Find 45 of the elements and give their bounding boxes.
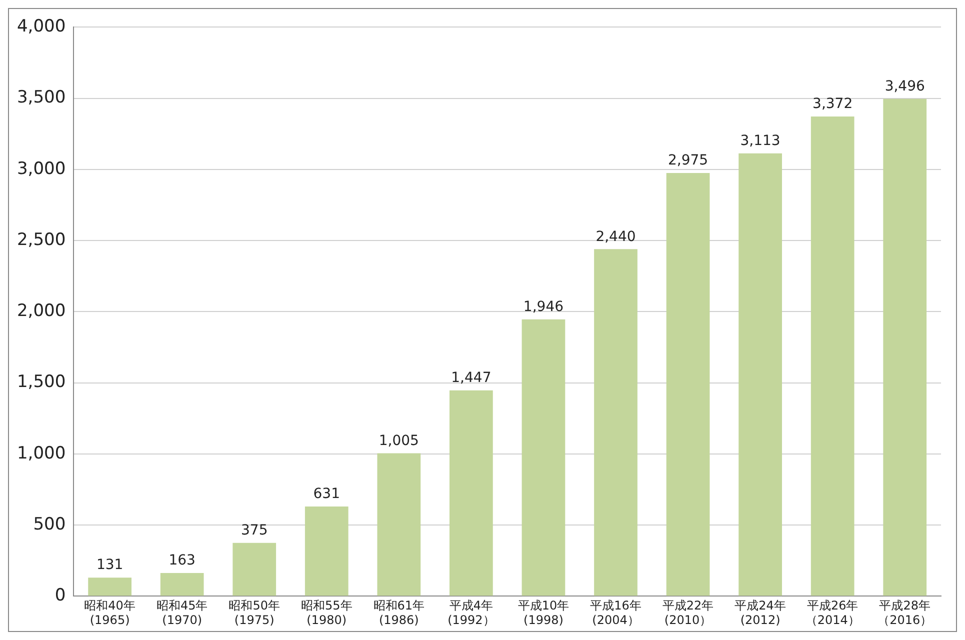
y-tick-label: 2,000 <box>16 301 66 322</box>
y-tick-label: 1,500 <box>16 372 66 392</box>
x-tick-label: 昭和45年(1970) <box>156 598 208 627</box>
y-tick-label: 3,500 <box>16 88 66 108</box>
x-tick-label: 昭和50年(1975) <box>228 598 280 627</box>
bar <box>522 319 566 596</box>
data-label: 2,440 <box>596 228 636 245</box>
y-tick-label: 4,000 <box>16 16 66 37</box>
x-tick-label: 平成22年(2010） <box>662 598 714 627</box>
data-label: 1,946 <box>523 299 564 316</box>
bar <box>160 573 204 596</box>
bar <box>232 542 276 596</box>
bar <box>377 453 421 596</box>
y-tick-label: 500 <box>33 514 66 534</box>
y-tick-label: 1,000 <box>16 443 66 464</box>
data-label: 1,005 <box>378 432 419 449</box>
x-tick-label: 平成24年(2012) <box>734 598 786 627</box>
data-label: 3,496 <box>884 78 925 95</box>
bar <box>450 390 493 596</box>
x-tick-label: 平成26年（2014） <box>805 598 860 627</box>
bar <box>883 98 927 596</box>
y-tick-label: 0 <box>54 586 66 606</box>
bar <box>666 173 710 596</box>
x-tick-label: 平成28年（2016） <box>878 598 932 627</box>
data-label: 131 <box>96 557 124 574</box>
data-label: 163 <box>168 552 196 569</box>
data-label: 2,975 <box>668 152 708 169</box>
y-tick-label: 2,500 <box>16 230 66 250</box>
bar <box>594 249 638 596</box>
data-label: 3,372 <box>812 96 853 112</box>
x-tick-label: 昭和40年(1965) <box>84 598 136 627</box>
bar <box>88 578 132 596</box>
bar <box>304 506 348 596</box>
data-label: 631 <box>313 486 340 502</box>
bar <box>810 116 854 596</box>
data-label: 375 <box>240 522 268 538</box>
x-tick-label: 昭和61年(1986) <box>373 598 425 627</box>
x-tick-label: 昭和55年(1980) <box>301 598 352 627</box>
x-tick-label: 平成10年(1998) <box>518 598 570 627</box>
bar <box>738 153 782 596</box>
x-tick-label: 平成4年(1992） <box>448 598 495 627</box>
data-label: 3,113 <box>740 133 780 150</box>
y-tick-label: 3,000 <box>16 158 66 179</box>
x-tick-label: 平成16年(2004） <box>590 598 642 627</box>
data-label: 1,447 <box>451 370 492 386</box>
